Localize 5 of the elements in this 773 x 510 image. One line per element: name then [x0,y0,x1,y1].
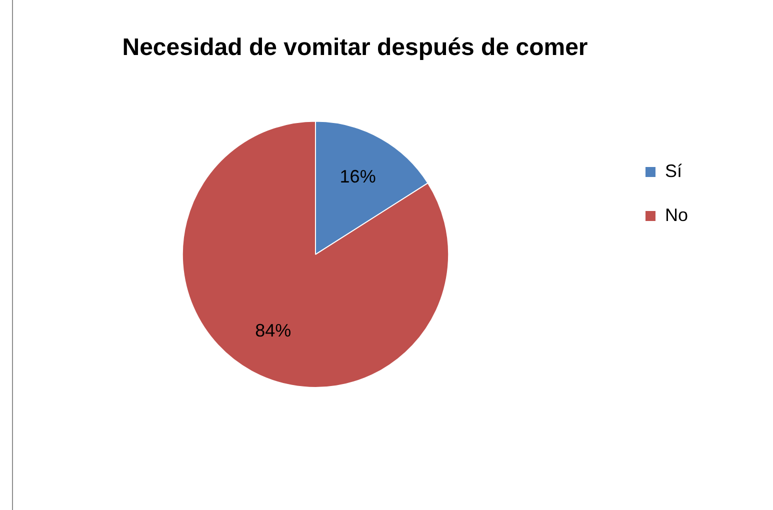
chart-title: Necesidad de vomitar después de comer [122,34,588,62]
data-label: 84% [255,320,292,340]
legend-label: No [664,204,688,225]
legend-label: Sí [664,160,682,181]
data-label: 16% [340,166,376,186]
